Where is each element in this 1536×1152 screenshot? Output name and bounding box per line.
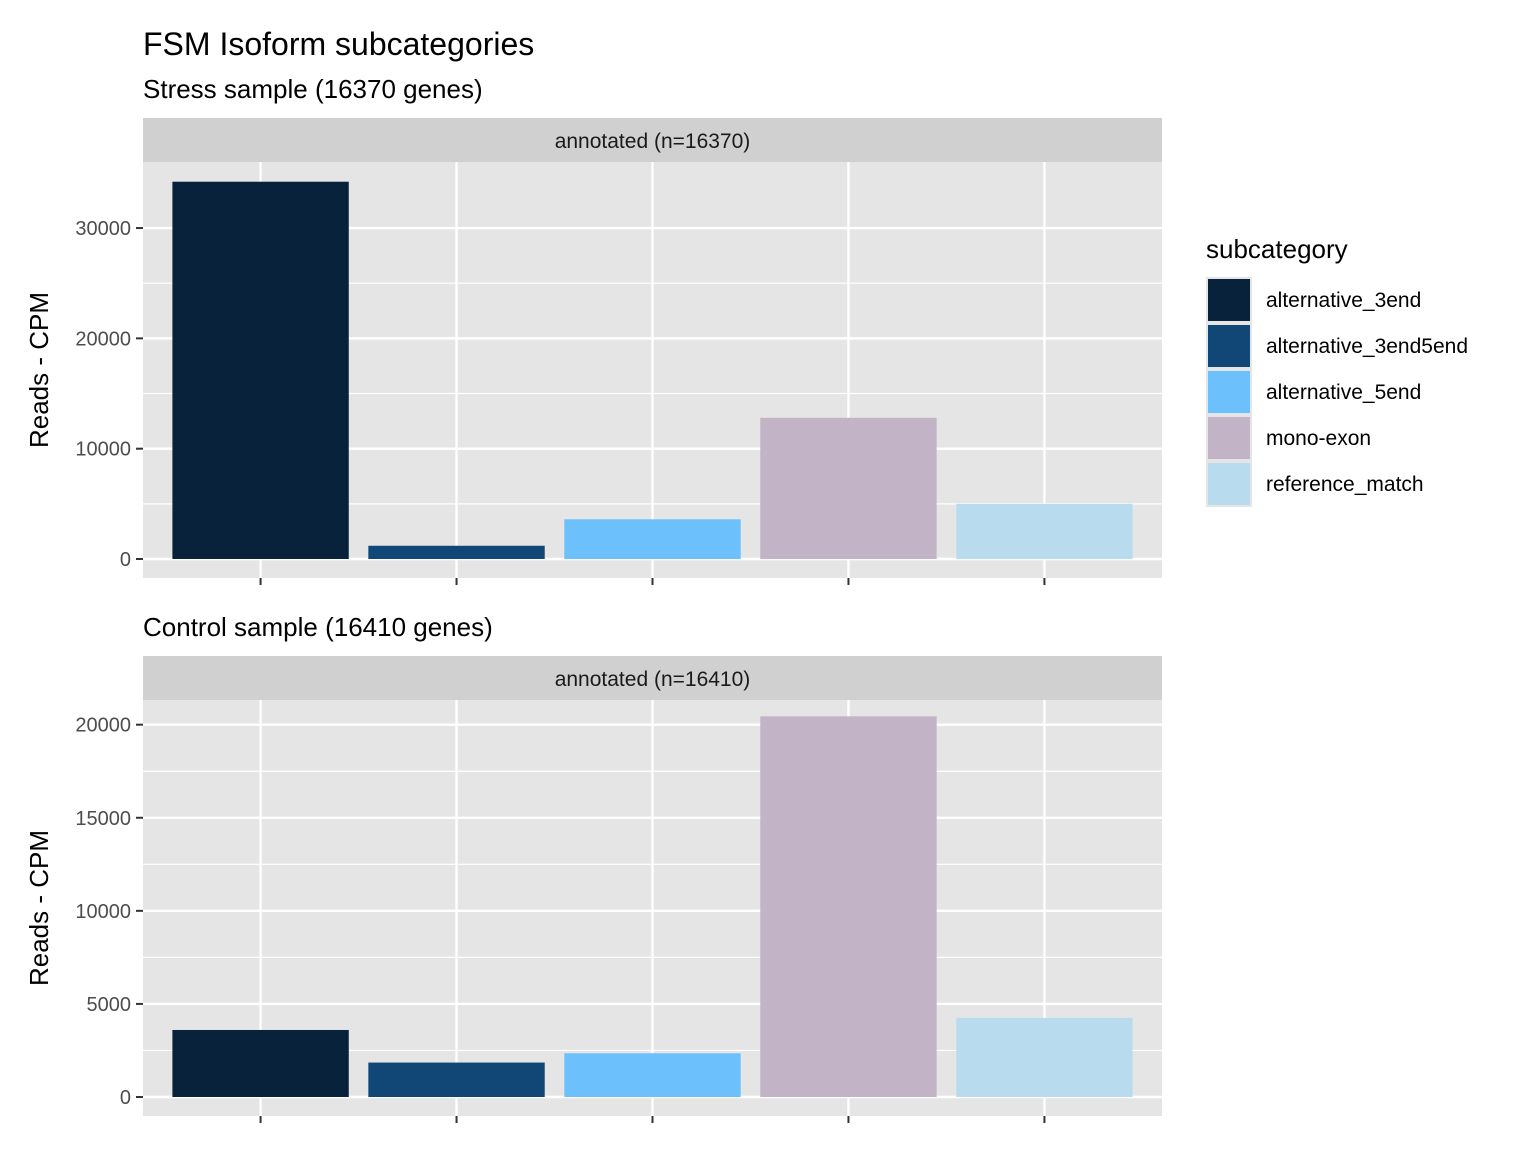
y-tick-label: 0	[120, 549, 131, 571]
bar-mono-exon	[760, 716, 937, 1097]
y-axis-title: Reads - CPM	[24, 292, 54, 448]
y-axis-title: Reads - CPM	[24, 830, 54, 986]
bar-alternative_5end	[564, 519, 741, 559]
control-facet: Control sample (16410 genes) annotated (…	[24, 612, 1162, 1123]
legend-key-alternative_3end5end	[1208, 325, 1250, 367]
y-tick-label: 10000	[75, 901, 131, 923]
legend-label: alternative_3end5end	[1266, 335, 1468, 358]
legend-key-alternative_3end	[1208, 279, 1250, 321]
bar-alternative_3end	[172, 181, 349, 560]
stress-facet: Stress sample (16370 genes) annotated (n…	[24, 74, 1162, 585]
facet-strip-label: annotated (n=16370)	[555, 130, 751, 153]
bar-alternative_5end	[564, 1053, 741, 1097]
y-tick-label: 20000	[75, 715, 131, 737]
bar-reference_match	[956, 1017, 1133, 1097]
y-tick-label: 20000	[75, 328, 131, 350]
facet-strip	[143, 118, 1162, 162]
legend-key-mono-exon	[1208, 417, 1250, 459]
legend-label: alternative_5end	[1266, 381, 1421, 404]
y-tick-label: 5000	[87, 994, 132, 1016]
y-tick-label: 30000	[75, 218, 131, 240]
bar-alternative_3end	[172, 1029, 349, 1097]
legend-label: alternative_3end	[1266, 289, 1421, 312]
y-tick-label: 15000	[75, 808, 131, 830]
bar-mono-exon	[760, 417, 937, 559]
legend: subcategory alternative_3end alternative_…	[1206, 234, 1468, 507]
legend-key-alternative_5end	[1208, 371, 1250, 413]
legend-label: mono-exon	[1266, 427, 1371, 450]
stress-subtitle: Stress sample (16370 genes)	[143, 74, 483, 104]
facet-strip	[143, 656, 1162, 700]
facet-strip-label: annotated (n=16410)	[555, 668, 751, 691]
legend-key-reference_match	[1208, 463, 1250, 505]
chart-title: FSM Isoform subcategories	[143, 26, 534, 62]
bar-reference_match	[956, 503, 1133, 559]
control-subtitle: Control sample (16410 genes)	[143, 612, 493, 642]
legend-label: reference_match	[1266, 473, 1424, 496]
bar-alternative_3end5end	[368, 1062, 545, 1097]
bar-alternative_3end5end	[368, 545, 545, 559]
y-tick-label: 0	[120, 1087, 131, 1109]
legend-title: subcategory	[1206, 234, 1348, 264]
y-tick-label: 10000	[75, 439, 131, 461]
